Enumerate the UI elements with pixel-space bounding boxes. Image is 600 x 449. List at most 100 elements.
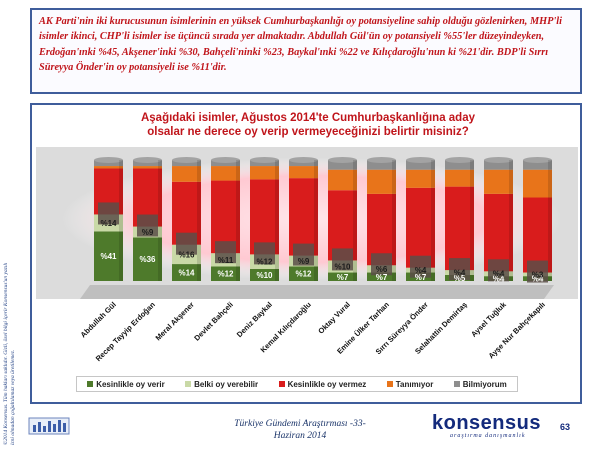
candidate-photo	[98, 202, 119, 225]
candidate-photo	[176, 232, 197, 255]
bar-segment	[172, 264, 201, 281]
bar-shade	[509, 160, 513, 281]
data-label: %12	[256, 258, 273, 267]
bar-shade	[275, 160, 279, 281]
bar-segment	[367, 160, 396, 170]
bar-cap	[133, 157, 162, 163]
legend-item: Kesinlikle oy verir	[87, 380, 165, 389]
bar-segment	[289, 266, 318, 281]
data-label: %10	[334, 262, 351, 271]
legend-label: Kesinlikle oy vermez	[287, 379, 367, 389]
category-label: Deniz Baykal	[235, 300, 274, 339]
bar-segment	[172, 160, 201, 167]
candidate-photo	[137, 214, 158, 237]
footer-title: Türkiye Gündemi Araştırması -33- Haziran…	[210, 418, 390, 442]
bar-segment	[406, 169, 435, 188]
data-label: %7	[337, 273, 349, 282]
bar-segment	[367, 272, 396, 281]
bar-segment	[211, 160, 240, 167]
bar-segment	[445, 169, 474, 187]
candidate-photo	[371, 253, 392, 276]
bar-segment	[328, 169, 357, 191]
data-label: %14	[100, 219, 117, 228]
bar-segment	[172, 166, 201, 182]
data-label: %12	[217, 270, 234, 279]
data-label: %36	[139, 255, 156, 264]
bar-cap	[406, 157, 435, 163]
bar-segment	[523, 197, 552, 273]
legend-swatch	[185, 381, 192, 387]
bar-shade	[548, 160, 552, 281]
data-label: %14	[178, 269, 195, 278]
bar-segment	[289, 178, 318, 256]
chart-title-line-2: olsalar ne derece oy verip vermeyeceğini…	[147, 126, 469, 138]
bar-cap	[523, 157, 552, 163]
data-label: %41	[100, 252, 117, 261]
data-label: %9	[298, 257, 310, 266]
legend-label: Belki oy verebilir	[194, 379, 259, 389]
bar-segment	[211, 180, 240, 254]
bar-segment	[328, 272, 357, 281]
chart-title-line-1: Aşağıdaki isimler, Ağustos 2014'te Cumhu…	[141, 112, 476, 124]
data-label: %9	[142, 228, 154, 237]
page-number: 63	[560, 422, 571, 432]
bar-segment	[484, 169, 513, 194]
bar-segment	[484, 193, 513, 272]
bar-cap	[94, 157, 123, 163]
category-label: Aysel Tuğluk	[469, 299, 508, 338]
research-logo-icon	[28, 417, 70, 435]
candidate-photo	[254, 242, 275, 265]
data-label: %7	[376, 273, 388, 282]
legend-item: Kesinlikle oy vermez	[278, 379, 367, 389]
footer-line-1: Türkiye Gündemi Araştırması -33-	[234, 419, 366, 429]
bar-segment	[250, 268, 279, 281]
bar-segment	[94, 160, 123, 167]
bar-shade	[197, 160, 201, 281]
stacked-bar-chart: Aşağıdaki isimler, Ağustos 2014'te Cumhu…	[36, 112, 578, 363]
bar-cap	[445, 157, 474, 163]
candidate-photo	[488, 259, 509, 282]
candidate-photo	[527, 260, 548, 283]
bar-segment	[523, 169, 552, 198]
data-label: %4	[493, 270, 505, 279]
data-label: %11	[218, 256, 234, 265]
legend-swatch	[453, 381, 460, 387]
bar-segment	[250, 166, 279, 180]
legend-item: Belki oy verebilir	[185, 380, 258, 389]
brand-tagline: araştırma danışmanlık	[450, 433, 526, 439]
category-label: Devlet Bahçeli	[192, 300, 235, 343]
chart-legend: Kesinlikle oy verir Belki oy verebilir Kes…	[76, 376, 518, 392]
legend-item: Tanımıyor	[386, 379, 434, 389]
bar-shade	[392, 160, 396, 281]
copyright-note: ©2014 Konsensus. Tüm hakları saklıdır. G…	[3, 262, 16, 445]
legend-label: Tanımıyor	[395, 379, 434, 389]
bar-segment	[211, 266, 240, 281]
data-label: %7	[415, 273, 427, 282]
candidate-photo	[215, 241, 236, 264]
category-label: Oktay Vural	[316, 300, 352, 336]
chart-frame: Aşağıdaki isimler, Ağustos 2014'te Cumhu…	[30, 103, 582, 404]
bar-cap	[172, 157, 201, 163]
legend-label: Bilmiyorum	[462, 379, 507, 389]
bar-segment	[133, 166, 162, 169]
data-label: %12	[295, 270, 312, 279]
bar-segment	[367, 169, 396, 194]
data-label: %6	[376, 265, 388, 274]
bar-segment	[484, 160, 513, 170]
bar-cap	[289, 157, 318, 163]
bar-cap	[250, 157, 279, 163]
bar-shade	[353, 160, 357, 281]
bar-segment	[289, 166, 318, 179]
bar-shade	[236, 160, 240, 281]
bar-segment	[133, 237, 162, 281]
bar-cap	[211, 157, 240, 163]
bar-segment	[250, 179, 279, 255]
candidate-photo	[293, 243, 314, 266]
bar-segment	[445, 160, 474, 170]
bar-segment	[289, 160, 318, 167]
summary-text: AK Parti'nin iki kurucusunun isimlerinin…	[39, 16, 562, 74]
brand-logo: konsensus araştırma danışmanlık	[432, 413, 542, 443]
candidate-photo	[332, 248, 353, 271]
brand-name: konsensus	[432, 412, 541, 434]
bar-segment	[523, 160, 552, 170]
